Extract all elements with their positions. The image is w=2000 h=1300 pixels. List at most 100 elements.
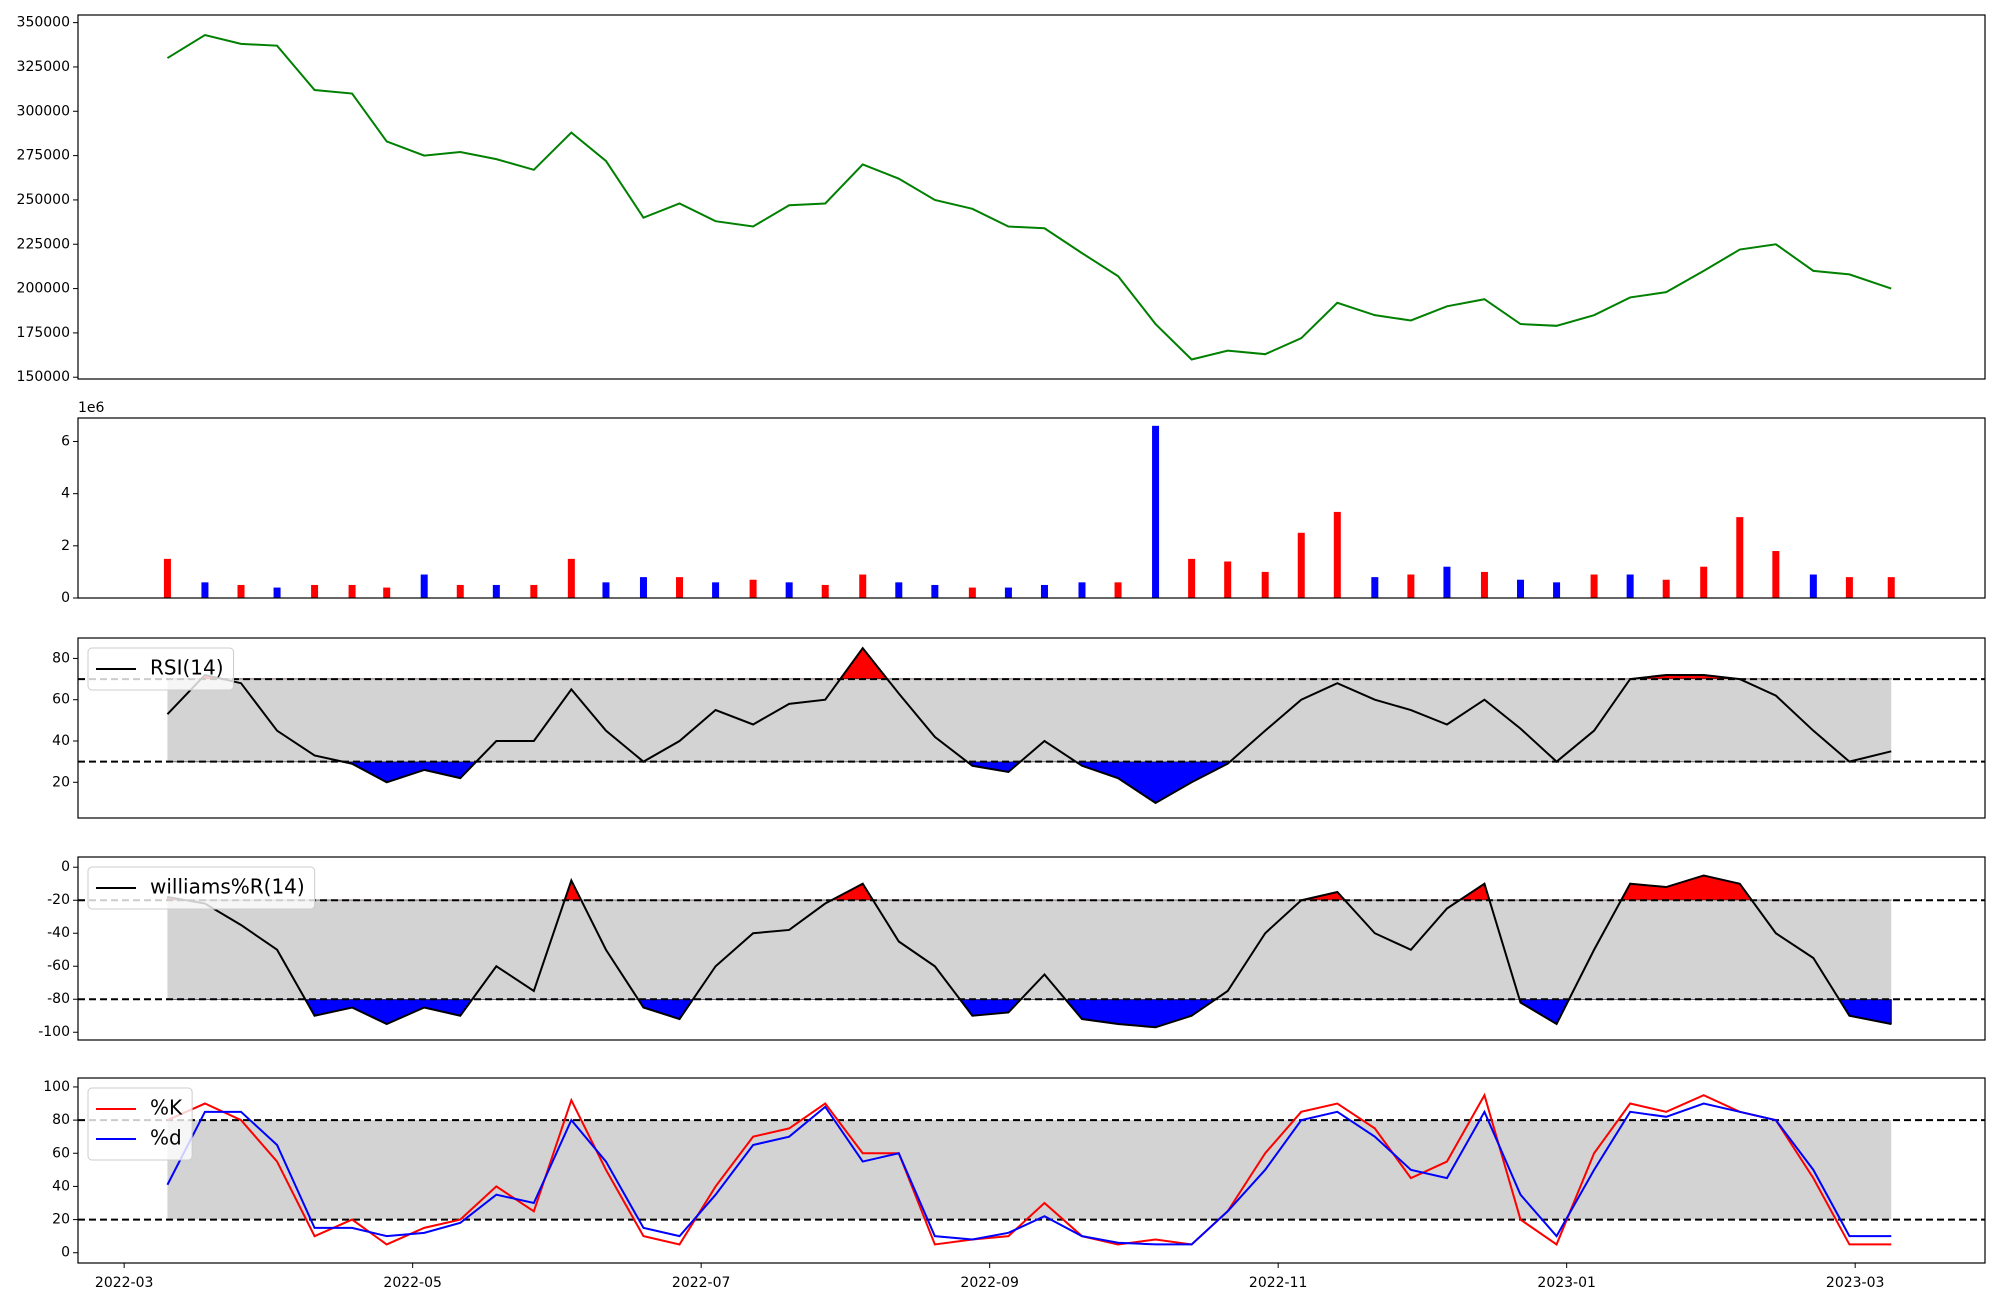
- plot-frame: [77, 637, 1986, 819]
- panel: 150000 175000 200000 225000 250000 275000 3000…: [17, 14, 1986, 385]
- volume-bar: [1261, 571, 1269, 598]
- volume-bar: [420, 574, 428, 598]
- y-tick-label: 0: [61, 590, 70, 606]
- volume-bar: [311, 584, 319, 598]
- x-tick-label: 2022-09: [960, 1275, 1019, 1291]
- legend: williams%R(14): [87, 866, 316, 910]
- legend-label: RSI(14): [150, 656, 224, 680]
- panel: -100 -80 -60 -40 -20 0 williams%R(14): [38, 856, 1986, 1041]
- volume-bar: [237, 584, 245, 598]
- volume-bar: [1700, 566, 1708, 598]
- volume-bar: [1517, 579, 1525, 598]
- series-line: [167, 874, 1892, 1029]
- x-tick-label: 2022-11: [1249, 1275, 1308, 1291]
- volume-bar: [530, 584, 538, 598]
- y-tick-label: 275000: [17, 148, 70, 164]
- y-tick-label: 40: [52, 1178, 70, 1194]
- y-tick-label: 6: [61, 433, 70, 449]
- volume-bar: [931, 584, 939, 598]
- series-line: [166, 646, 1892, 805]
- axis-offset-label: 1e6: [78, 400, 105, 416]
- volume-bar: [348, 584, 356, 598]
- volume-bar: [1407, 574, 1415, 598]
- legend-label: williams%R(14): [150, 875, 305, 899]
- y-tick-label: 100: [43, 1079, 70, 1095]
- y-tick-label: 350000: [17, 15, 70, 31]
- legend-label: %K: [150, 1096, 183, 1120]
- legend-box: [87, 647, 235, 691]
- panel: 0 20 40 60 80 100 2022-03 2022-05 2022-07 2022-09…: [43, 1077, 1986, 1291]
- x-tick-label: 2023-01: [1537, 1275, 1596, 1291]
- volume-bar: [968, 587, 976, 598]
- volume-bar: [895, 582, 903, 598]
- y-tick-label: 0: [61, 1245, 70, 1261]
- volume-bar: [1772, 551, 1780, 598]
- neutral-band: [167, 1120, 1892, 1220]
- volume-bar: [749, 579, 757, 598]
- y-tick-label: 80: [52, 1112, 70, 1128]
- y-tick-label: 150000: [17, 369, 70, 385]
- volume-bar: [1114, 582, 1122, 598]
- volume-bar: [492, 584, 500, 598]
- volume-bar: [1887, 577, 1895, 598]
- y-tick-label: 200000: [17, 281, 70, 297]
- x-tick-label: 2022-05: [383, 1275, 442, 1291]
- volume-bar: [1809, 574, 1817, 598]
- series-line: [166, 1102, 1892, 1246]
- volume-bar: [163, 558, 171, 598]
- plot-frame: [77, 417, 1986, 599]
- volume-bar: [712, 582, 720, 598]
- x-tick-label: 2022-03: [95, 1275, 154, 1291]
- y-tick-label: 250000: [17, 192, 70, 208]
- y-tick-label: -20: [47, 892, 70, 908]
- volume-bar: [1333, 511, 1341, 598]
- volume-bar: [1480, 571, 1488, 598]
- panel: 0 2 4 6 1e6: [61, 400, 1986, 606]
- panel: 20 40 60 80 RSI(14): [52, 637, 1986, 819]
- legend: %K %d: [87, 1087, 193, 1161]
- volume-bar: [785, 582, 793, 598]
- volume-bar: [1736, 517, 1744, 598]
- plot-frame: [77, 856, 1986, 1041]
- volume-bar: [1662, 579, 1670, 598]
- volume-bar: [859, 574, 867, 598]
- volume-bar: [1078, 582, 1086, 598]
- x-tick-label: 2023-03: [1826, 1275, 1885, 1291]
- plot-frame: [77, 1077, 1986, 1264]
- y-tick-label: 80: [52, 650, 70, 666]
- volume-bar: [201, 582, 209, 598]
- volume-bar: [639, 577, 647, 598]
- volume-bar: [1371, 577, 1379, 598]
- volume-bar: [1188, 558, 1196, 598]
- series-line: [167, 1092, 1892, 1246]
- volume-bar: [602, 582, 610, 598]
- volume-bar: [1297, 532, 1305, 598]
- volume-bar: [1152, 425, 1160, 598]
- y-tick-label: -80: [47, 991, 70, 1007]
- volume-bar: [1224, 561, 1232, 598]
- volume-bar: [1443, 566, 1451, 598]
- y-tick-label: 20: [52, 774, 70, 790]
- series-line: [166, 33, 1892, 361]
- neutral-band: [167, 900, 1892, 1000]
- legend-box: [87, 866, 316, 910]
- volume-bar: [1590, 574, 1598, 598]
- volume-bar: [1845, 577, 1853, 598]
- y-tick-label: 60: [52, 1145, 70, 1161]
- y-tick-label: 40: [52, 733, 70, 749]
- volume-bar: [1004, 587, 1012, 598]
- legend-label: %d: [150, 1126, 182, 1150]
- y-tick-label: 175000: [17, 325, 70, 341]
- volume-bar: [821, 584, 829, 598]
- y-tick-label: -40: [47, 925, 70, 941]
- x-tick-label: 2022-07: [672, 1275, 731, 1291]
- neutral-band: [167, 679, 1892, 762]
- plot-frame: [77, 14, 1986, 380]
- y-tick-label: 325000: [17, 59, 70, 75]
- volume-bar: [1040, 584, 1048, 598]
- y-tick-label: 4: [61, 486, 70, 502]
- volume-bar: [456, 584, 464, 598]
- y-tick-label: 2: [61, 538, 70, 554]
- volume-bar: [1553, 582, 1561, 598]
